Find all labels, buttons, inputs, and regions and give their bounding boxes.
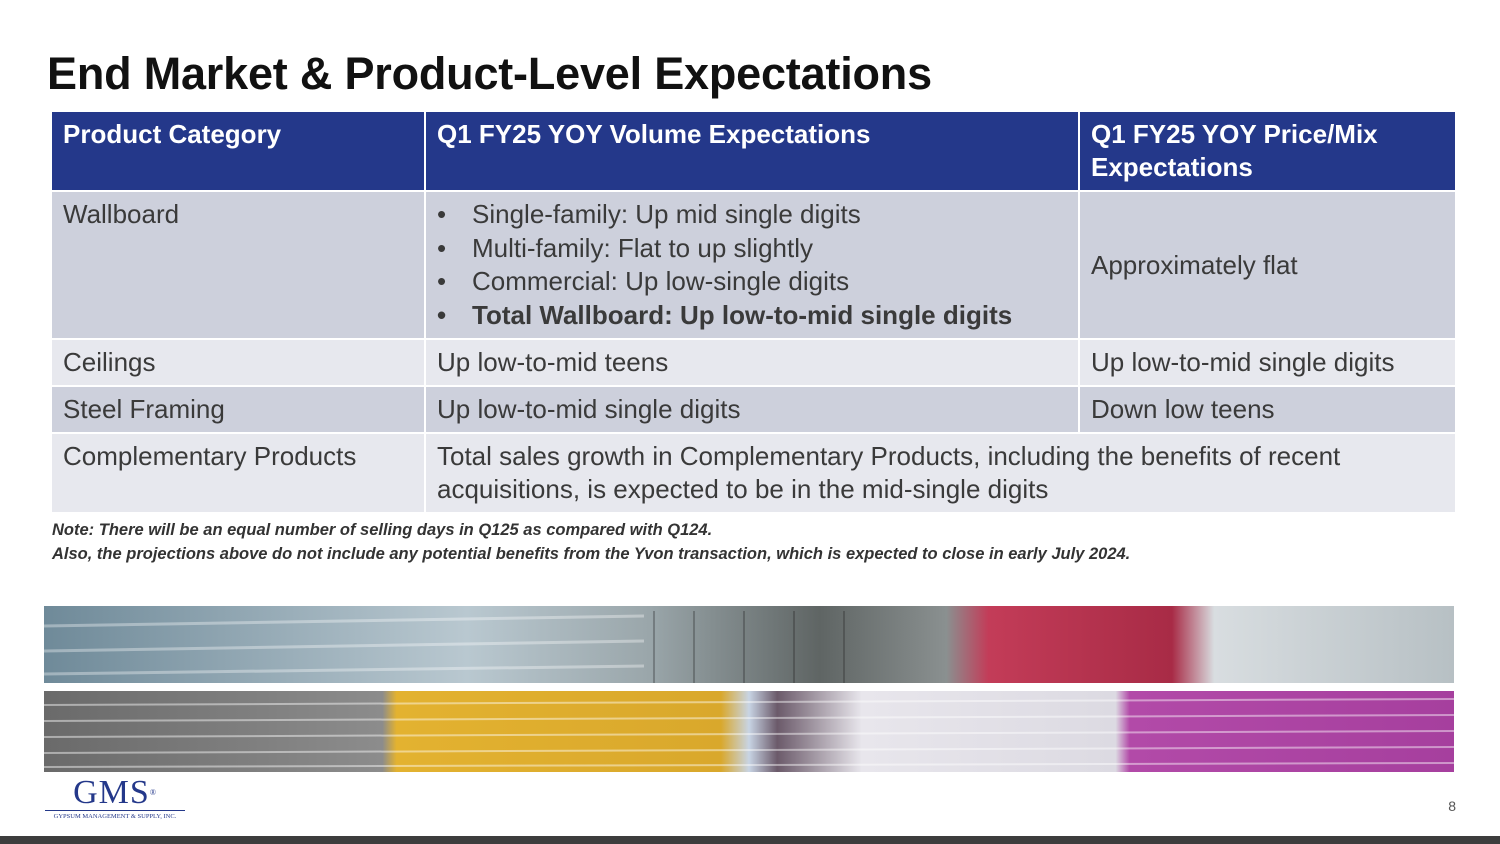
table-cell: Up low-to-mid teens — [424, 338, 1080, 387]
table-row: Wallboard Single-family: Up mid single d… — [50, 190, 1457, 340]
table-cell: Complementary Products — [50, 432, 426, 514]
note: Also, the projections above do not inclu… — [52, 545, 1131, 563]
table-cell: Wallboard — [50, 190, 426, 340]
header-cell: Q1 FY25 YOY Price/Mix Expectations — [1078, 110, 1457, 192]
header-row: Product Category Q1 FY25 YOY Volume Expe… — [50, 110, 1457, 192]
table-cell: Down low teens — [1078, 385, 1457, 434]
table-cell: Single-family: Up mid single digits Mult… — [424, 190, 1080, 340]
expectations-table: Product Category Q1 FY25 YOY Volume Expe… — [50, 110, 1457, 514]
table-cell: Up low-to-mid single digits — [424, 385, 1080, 434]
bullet: Single-family: Up mid single digits — [437, 198, 1067, 232]
note: Note: There will be an equal number of s… — [52, 521, 713, 539]
slide-title: End Market & Product-Level Expectations — [47, 48, 932, 99]
logo-mark: ® — [149, 788, 157, 797]
steel-photo — [44, 606, 1454, 683]
logo-name: GMS® — [45, 776, 185, 810]
page-number: 8 — [1448, 798, 1456, 814]
table-cell: Steel Framing — [50, 385, 426, 434]
wallboard-photo — [44, 691, 1454, 772]
table-cell: Up low-to-mid single digits — [1078, 338, 1457, 387]
table-row: Ceilings Up low-to-mid teens Up low-to-m… — [50, 338, 1457, 387]
notes: Note: There will be an equal number of s… — [52, 518, 1130, 566]
table-cell: Total sales growth in Complementary Prod… — [424, 432, 1457, 514]
logo-text: GMS — [73, 774, 150, 811]
bullet-list: Single-family: Up mid single digits Mult… — [437, 198, 1067, 332]
table-row: Steel Framing Up low-to-mid single digit… — [50, 385, 1457, 434]
header-cell: Q1 FY25 YOY Volume Expectations — [424, 110, 1080, 192]
bullet: Total Wallboard: Up low-to-mid single di… — [437, 299, 1067, 333]
logo-tagline: GYPSUM MANAGEMENT & SUPPLY, INC. — [45, 810, 185, 820]
company-logo: GMS® GYPSUM MANAGEMENT & SUPPLY, INC. — [45, 776, 185, 820]
table-row: Complementary Products Total sales growt… — [50, 432, 1457, 514]
bullet: Commercial: Up low-single digits — [437, 265, 1067, 299]
header-cell: Product Category — [50, 110, 426, 192]
footer-bar — [0, 836, 1500, 844]
bullet: Multi-family: Flat to up slightly — [437, 232, 1067, 266]
table-cell: Ceilings — [50, 338, 426, 387]
table-cell: Approximately flat — [1078, 190, 1457, 340]
